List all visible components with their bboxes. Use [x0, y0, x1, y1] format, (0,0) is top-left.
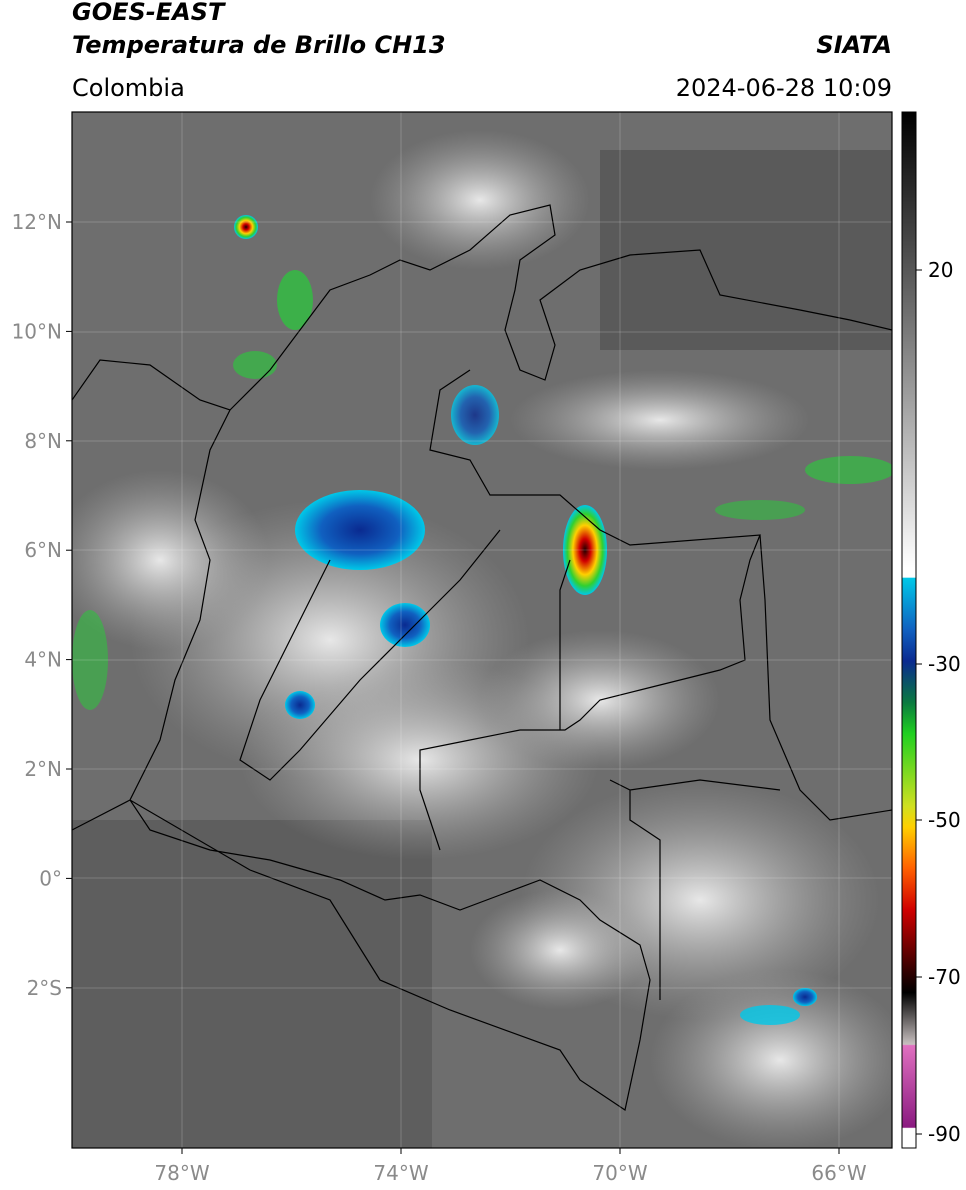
region: Colombia — [72, 74, 185, 102]
lat-label: 6°N — [24, 538, 62, 562]
satellite-image — [72, 112, 892, 1148]
lat-label: 10°N — [12, 319, 62, 343]
map-frame — [71, 111, 893, 1149]
graticule — [72, 112, 892, 1148]
lon-label: 70°W — [592, 1161, 647, 1185]
colorbar — [901, 111, 917, 1149]
subtitle: Temperatura de Brillo CH13 — [72, 31, 446, 59]
colorbar-label: -90 — [928, 1122, 961, 1146]
lat-label: 2°S — [27, 976, 62, 1000]
lon-label: 74°W — [373, 1161, 428, 1185]
source: SIATA — [816, 31, 892, 59]
datetime: 2024-06-28 10:09 — [676, 74, 892, 102]
lon-label: 66°W — [811, 1161, 866, 1185]
lat-label: 8°N — [24, 429, 62, 453]
colorbar-label: -30 — [928, 652, 961, 676]
colorbar-label: 20 — [928, 258, 953, 282]
lat-label: 4°N — [24, 648, 62, 672]
lat-label: 2°N — [24, 757, 62, 781]
colorbar-label: -70 — [928, 965, 961, 989]
title: GOES-EAST — [72, 0, 226, 26]
lat-label: 0° — [39, 866, 62, 890]
lat-label: 12°N — [12, 210, 62, 234]
colorbar-label: -50 — [928, 808, 961, 832]
lon-label: 78°W — [154, 1161, 209, 1185]
